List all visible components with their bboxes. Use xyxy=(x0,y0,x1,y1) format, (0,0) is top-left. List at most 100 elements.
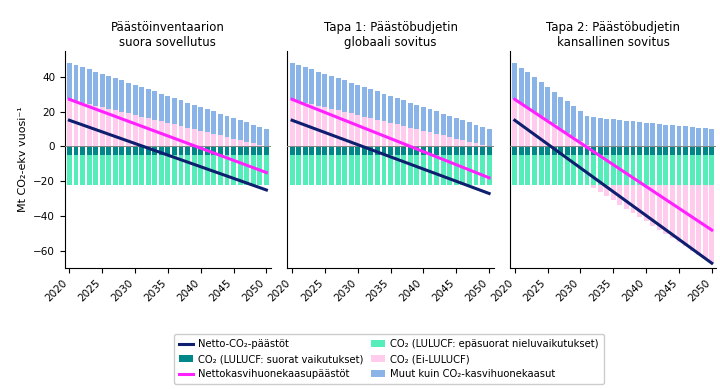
Bar xyxy=(650,146,655,155)
Bar xyxy=(395,124,400,146)
Bar xyxy=(395,146,400,155)
Bar xyxy=(251,143,256,146)
Bar xyxy=(565,155,570,185)
Bar xyxy=(257,155,262,185)
Bar xyxy=(93,106,98,146)
Bar xyxy=(375,155,380,185)
Bar xyxy=(663,124,668,146)
Bar xyxy=(382,121,387,146)
Bar xyxy=(415,155,419,185)
Bar xyxy=(447,146,452,155)
Bar xyxy=(179,126,184,146)
Bar xyxy=(591,185,596,188)
Bar xyxy=(218,114,223,135)
Bar xyxy=(316,155,321,185)
Bar xyxy=(624,155,629,185)
Bar xyxy=(198,155,203,185)
Bar xyxy=(316,106,321,146)
Bar xyxy=(238,140,243,146)
Bar xyxy=(644,185,649,221)
Bar xyxy=(526,72,531,108)
Bar xyxy=(591,155,596,185)
Bar xyxy=(192,155,197,185)
Bar xyxy=(572,137,576,146)
Bar xyxy=(107,155,112,185)
Bar xyxy=(545,87,550,120)
Bar xyxy=(513,146,517,155)
Bar xyxy=(480,145,485,146)
Bar xyxy=(408,103,413,128)
Bar xyxy=(474,124,478,143)
Bar xyxy=(474,146,478,155)
Bar xyxy=(231,146,236,155)
Title: Päästöinventaarion
suora sovellutus: Päästöinventaarion suora sovellutus xyxy=(111,21,225,49)
Bar xyxy=(225,146,230,155)
Bar xyxy=(329,146,334,155)
Bar xyxy=(244,146,249,155)
Bar xyxy=(67,99,72,146)
Bar xyxy=(80,67,85,103)
Bar xyxy=(578,146,583,155)
Bar xyxy=(329,109,334,146)
Bar xyxy=(323,74,328,107)
Bar xyxy=(677,185,681,242)
Bar xyxy=(323,107,328,146)
Bar xyxy=(316,146,321,155)
Bar xyxy=(231,138,236,146)
Bar xyxy=(519,155,524,185)
Bar xyxy=(310,104,314,146)
Bar xyxy=(310,69,314,104)
Bar xyxy=(355,115,360,146)
Bar xyxy=(552,124,557,146)
Bar xyxy=(166,146,171,155)
Bar xyxy=(670,185,675,238)
Bar xyxy=(598,185,603,192)
Bar xyxy=(709,129,714,146)
Bar xyxy=(604,185,609,196)
Bar xyxy=(487,129,492,146)
Bar xyxy=(618,185,622,205)
Bar xyxy=(631,121,636,146)
Bar xyxy=(585,116,590,145)
Bar xyxy=(100,146,104,155)
Bar xyxy=(578,111,583,141)
Bar xyxy=(342,155,347,185)
Bar xyxy=(447,116,452,137)
Bar xyxy=(369,89,374,118)
Bar xyxy=(225,155,230,185)
Title: Tapa 2: Päästöbudjetin
kansallinen sovitus: Tapa 2: Päästöbudjetin kansallinen sovit… xyxy=(546,21,680,49)
Bar xyxy=(225,116,230,137)
Bar xyxy=(539,82,544,116)
Bar xyxy=(657,155,662,185)
Bar xyxy=(166,123,171,146)
Bar xyxy=(225,137,230,146)
Bar xyxy=(428,109,433,132)
Bar xyxy=(454,138,459,146)
Bar xyxy=(526,155,531,185)
Bar xyxy=(644,123,649,146)
Bar xyxy=(421,155,426,185)
Bar xyxy=(572,146,576,155)
Bar xyxy=(172,146,177,155)
Bar xyxy=(401,146,406,155)
Bar xyxy=(474,155,478,185)
Bar xyxy=(348,155,354,185)
Bar xyxy=(467,123,472,142)
Bar xyxy=(139,146,144,155)
Bar xyxy=(218,155,223,185)
Bar xyxy=(441,146,446,155)
Bar xyxy=(703,128,708,146)
Bar xyxy=(80,103,85,146)
Bar xyxy=(192,105,197,129)
Bar xyxy=(585,155,590,185)
Bar xyxy=(637,185,642,217)
Bar xyxy=(289,146,294,155)
Bar xyxy=(355,155,360,185)
Bar xyxy=(244,123,249,142)
Bar xyxy=(107,76,112,109)
Bar xyxy=(696,146,701,155)
Bar xyxy=(80,155,85,185)
Bar xyxy=(552,92,557,124)
Bar xyxy=(329,76,334,109)
Bar xyxy=(132,155,138,185)
